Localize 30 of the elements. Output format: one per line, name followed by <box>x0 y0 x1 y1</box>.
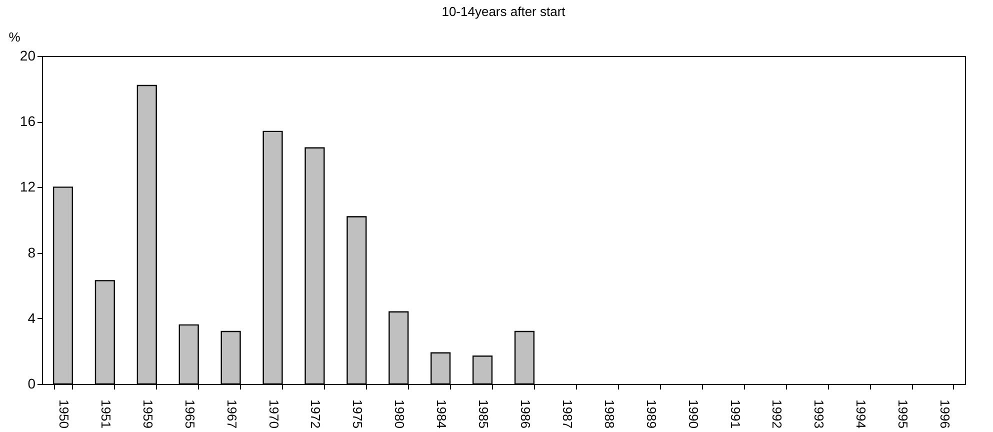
x-tick-label: 1988 <box>602 400 617 428</box>
y-tick-label: 0 <box>28 376 36 392</box>
x-tick-label: 1967 <box>224 400 240 428</box>
x-tick-label: 1996 <box>938 400 953 428</box>
x-tick-label: 1950 <box>56 400 72 428</box>
x-tick-label: 1965 <box>182 400 198 428</box>
x-tick-label: 1986 <box>518 400 533 428</box>
y-tick-label: 12 <box>20 178 36 195</box>
x-tick-label: 1993 <box>812 400 827 428</box>
y-tick-label: 20 <box>20 48 36 64</box>
y-tick-label: 8 <box>28 244 36 260</box>
x-tick-label: 1995 <box>896 400 911 428</box>
x-tick-label: 1972 <box>308 400 324 428</box>
x-tick-label: 1959 <box>140 400 156 428</box>
x-tick-label: 1992 <box>770 400 785 428</box>
x-tick-label: 1985 <box>476 400 492 428</box>
x-tick-label: 1975 <box>350 400 366 428</box>
y-tick-label: 16 <box>20 113 36 130</box>
x-tick-label: 1989 <box>644 400 659 428</box>
x-tick-label: 1980 <box>392 400 408 428</box>
x-tick-label: 1987 <box>560 400 575 428</box>
x-tick-label: 1984 <box>434 400 450 428</box>
x-tick-label: 1951 <box>98 400 114 428</box>
x-tick-label: 1994 <box>854 400 869 428</box>
x-tick-label: 1970 <box>266 400 282 428</box>
y-tick-label: 4 <box>28 310 36 326</box>
y-axis-title: % <box>8 30 21 44</box>
x-tick-label: 1991 <box>728 400 743 428</box>
x-tick-label: 1990 <box>686 400 701 428</box>
chart-title: 10-14years after start <box>442 4 566 19</box>
